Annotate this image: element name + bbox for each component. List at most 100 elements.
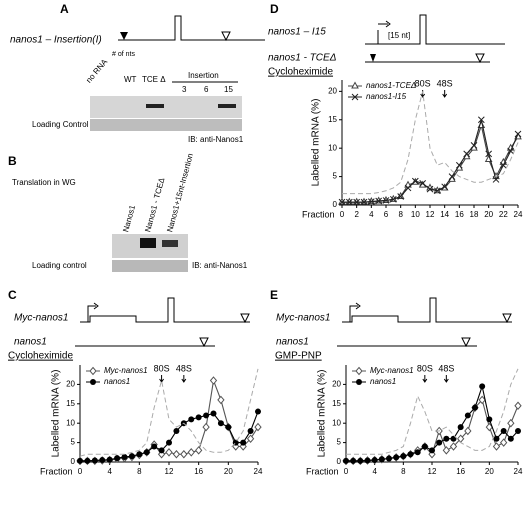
legend-label: nanos1 [370, 377, 396, 386]
marker [360, 197, 368, 205]
marker [345, 198, 353, 206]
marker [195, 446, 203, 455]
marker [84, 457, 91, 464]
blot [90, 96, 242, 118]
marker [485, 150, 493, 158]
marker [254, 422, 262, 432]
x-tick-label: 16 [455, 210, 464, 219]
arrowhead [221, 31, 231, 42]
marker [90, 379, 96, 385]
marker [158, 447, 165, 454]
y-tick-label: 5 [71, 438, 76, 447]
size-label: 6 [204, 85, 209, 94]
schematic [365, 14, 505, 45]
marker [77, 457, 83, 464]
marker [225, 424, 232, 431]
marker [470, 141, 478, 149]
schematic [80, 297, 250, 323]
marker [433, 187, 441, 195]
marker [411, 177, 419, 185]
marker [367, 198, 375, 205]
y-axis-label: Labelled mRNA (%) [311, 99, 322, 187]
condition: Cycloheximide [8, 351, 73, 362]
marker [464, 412, 471, 419]
annotation-arrow [442, 90, 448, 98]
y-axis-label: Labelled mRNA (%) [317, 370, 328, 458]
marker [419, 180, 427, 187]
band [218, 104, 236, 108]
marker [360, 198, 368, 206]
x-tick-label: 12 [426, 210, 435, 219]
marker [397, 193, 405, 200]
marker [404, 184, 412, 192]
marker [407, 451, 414, 458]
marker [421, 443, 428, 450]
profile-line [342, 91, 519, 195]
marker [478, 395, 486, 405]
x-axis-label: Fraction [302, 209, 335, 219]
blot [112, 260, 188, 272]
marker [507, 418, 515, 428]
arrowhead [120, 32, 128, 40]
annotation: 48S [438, 363, 454, 373]
profile-line [79, 368, 259, 457]
marker [99, 457, 106, 464]
marker [353, 198, 361, 206]
x-tick-label: 4 [372, 467, 377, 476]
marker [441, 183, 449, 191]
x-axis-label: Fraction [306, 466, 339, 476]
y-tick-label: 15 [66, 399, 75, 408]
lane-label: Nanos1 [121, 204, 137, 233]
marker [180, 449, 188, 459]
legend-label: nanos1-TCEΔ [366, 81, 416, 90]
annotation-arrow [159, 375, 164, 383]
x-tick-label: 8 [398, 210, 403, 219]
construct-label: nanos1 [276, 337, 309, 348]
lane-label: no RNA [84, 57, 109, 85]
marker [351, 93, 359, 101]
marker [151, 443, 158, 450]
band [162, 240, 178, 247]
marker [375, 197, 383, 205]
x-tick-label: 4 [107, 467, 112, 476]
marker [351, 81, 359, 89]
marker [500, 427, 507, 434]
x-tick-label: 24 [254, 467, 263, 476]
legend-label: nanos1 [104, 377, 130, 386]
x-axis-label: Fraction [40, 466, 73, 476]
marker [255, 408, 261, 415]
marker [382, 197, 390, 204]
x-tick-label: 20 [485, 467, 494, 476]
legend-label: Myc-nanos1 [370, 366, 414, 375]
marker [515, 427, 521, 434]
band [140, 238, 156, 248]
marker [448, 173, 456, 180]
marker [345, 197, 354, 205]
panel-letter: C [8, 288, 17, 302]
marker [143, 449, 150, 456]
x-tick-label: 16 [456, 467, 465, 476]
marker [371, 457, 378, 464]
band [146, 104, 164, 108]
marker [400, 453, 407, 460]
blot [90, 119, 242, 131]
condition: GMP-PNP [275, 351, 322, 362]
marker [350, 457, 357, 464]
annotation-arrow [443, 375, 449, 383]
marker [492, 176, 500, 183]
y-tick-label: 15 [328, 115, 337, 124]
x-tick-label: 10 [411, 210, 420, 219]
marker [173, 427, 180, 434]
marker [195, 414, 202, 421]
marker [89, 366, 97, 376]
condition: Cycloheximide [268, 67, 333, 78]
size-label: 3 [182, 85, 187, 94]
annotation: 80S [154, 363, 170, 373]
annotation-arrow [422, 375, 428, 383]
marker [449, 442, 458, 451]
marker [210, 410, 217, 417]
y-axis-label: Labelled mRNA (%) [51, 370, 62, 458]
y-tick-label: 0 [337, 457, 342, 466]
x-tick-label: 0 [78, 467, 83, 476]
